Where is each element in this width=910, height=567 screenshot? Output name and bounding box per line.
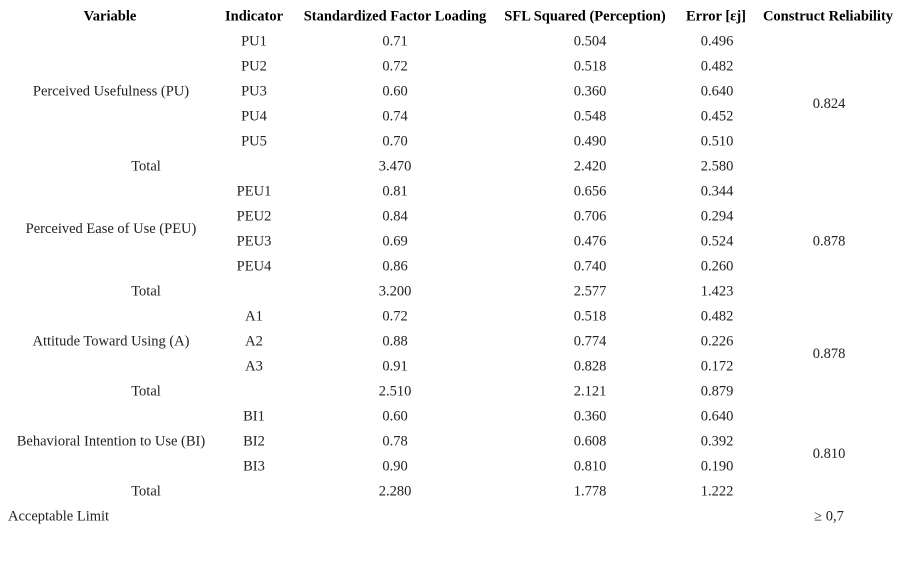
indicator: PU5 [241, 133, 267, 149]
total-cell: 3.470 [379, 158, 412, 174]
indicator: PU3 [241, 83, 267, 99]
indicator: BI1 [243, 408, 265, 424]
total-label: Total [131, 383, 161, 399]
total-cell: 2.580 [701, 158, 734, 174]
cell: 0.810 [574, 458, 607, 474]
total-cell: 3.200 [379, 283, 412, 299]
variable-label: Perceived Usefulness (PU) [33, 83, 189, 99]
variable-label: Behavioral Intention to Use (BI) [17, 433, 206, 449]
cell: 0.518 [574, 308, 607, 324]
cell: 0.190 [701, 458, 734, 474]
footer-limit: ≥ 0,7 [814, 508, 844, 524]
cell: 0.69 [382, 233, 407, 249]
indicator: A2 [245, 333, 263, 349]
cell: 0.91 [382, 358, 407, 374]
cell: 0.81 [382, 183, 407, 199]
indicator: PU1 [241, 33, 267, 49]
cell: 0.260 [701, 258, 734, 274]
column-header: Variable [84, 8, 137, 24]
cell: 0.172 [701, 358, 734, 374]
cell: 0.294 [701, 208, 734, 224]
total-cell: 2.420 [574, 158, 607, 174]
indicator: A3 [245, 358, 263, 374]
construct-reliability: 0.810 [813, 446, 846, 462]
total-cell: 1.778 [574, 483, 607, 499]
cell: 0.78 [382, 433, 407, 449]
indicator: PEU2 [237, 208, 272, 224]
indicator: BI2 [243, 433, 265, 449]
indicator: PEU1 [237, 183, 272, 199]
variable-label: Attitude Toward Using (A) [33, 333, 190, 349]
indicator: A1 [245, 308, 263, 324]
cell: 0.640 [701, 408, 734, 424]
column-header: SFL Squared (Perception) [504, 8, 666, 24]
total-cell: 0.879 [701, 383, 734, 399]
cell: 0.74 [382, 108, 408, 124]
total-cell: 2.510 [379, 383, 412, 399]
column-header: Standardized Factor Loading [304, 8, 487, 24]
cell: 0.60 [382, 408, 407, 424]
cell: 0.706 [574, 208, 607, 224]
indicator: PU4 [241, 108, 268, 124]
indicator: PEU3 [237, 233, 272, 249]
cell: 0.608 [574, 433, 607, 449]
cell: 0.656 [574, 183, 607, 199]
cell: 0.774 [574, 333, 607, 349]
cell: 0.496 [701, 33, 734, 49]
cell: 0.226 [701, 333, 734, 349]
cell: 0.524 [701, 233, 734, 249]
footer-label: Acceptable Limit [8, 508, 109, 524]
cell: 0.86 [382, 258, 407, 274]
construct-reliability: 0.878 [813, 346, 846, 362]
cell: 0.640 [701, 83, 734, 99]
cell: 0.482 [701, 58, 734, 74]
cell: 0.548 [574, 108, 607, 124]
cell: 0.84 [382, 208, 408, 224]
cell: 0.482 [701, 308, 734, 324]
cell: 0.518 [574, 58, 607, 74]
cell: 0.360 [574, 408, 607, 424]
cell: 0.60 [382, 83, 407, 99]
cell: 0.88 [382, 333, 407, 349]
variable-label: Perceived Ease of Use (PEU) [26, 221, 197, 237]
construct-reliability: 0.824 [813, 96, 846, 112]
total-label: Total [131, 283, 161, 299]
column-header: Indicator [225, 8, 284, 24]
total-cell: 2.577 [574, 283, 607, 299]
total-cell: 2.280 [379, 483, 412, 499]
column-header: Error [εj] [686, 8, 746, 24]
cell: 0.510 [701, 133, 734, 149]
total-cell: 1.423 [701, 283, 734, 299]
indicator: PU2 [241, 58, 267, 74]
cell: 0.504 [574, 33, 607, 49]
cell: 0.344 [701, 183, 734, 199]
cell: 0.392 [701, 433, 734, 449]
cell: 0.70 [382, 133, 407, 149]
total-label: Total [131, 483, 161, 499]
cell: 0.71 [382, 33, 407, 49]
cell: 0.490 [574, 133, 607, 149]
total-label: Total [131, 158, 161, 174]
cell: 0.740 [574, 258, 607, 274]
cell: 0.72 [382, 308, 407, 324]
cell: 0.476 [574, 233, 607, 249]
column-header: Construct Reliability [763, 8, 894, 24]
indicator: BI3 [243, 458, 265, 474]
construct-reliability: 0.878 [813, 233, 846, 249]
cell: 0.360 [574, 83, 607, 99]
cell: 0.90 [382, 458, 407, 474]
indicator: PEU4 [237, 258, 272, 274]
cell: 0.828 [574, 358, 607, 374]
cell: 0.72 [382, 58, 407, 74]
total-cell: 1.222 [701, 483, 734, 499]
total-cell: 2.121 [574, 383, 607, 399]
cell: 0.452 [701, 108, 734, 124]
